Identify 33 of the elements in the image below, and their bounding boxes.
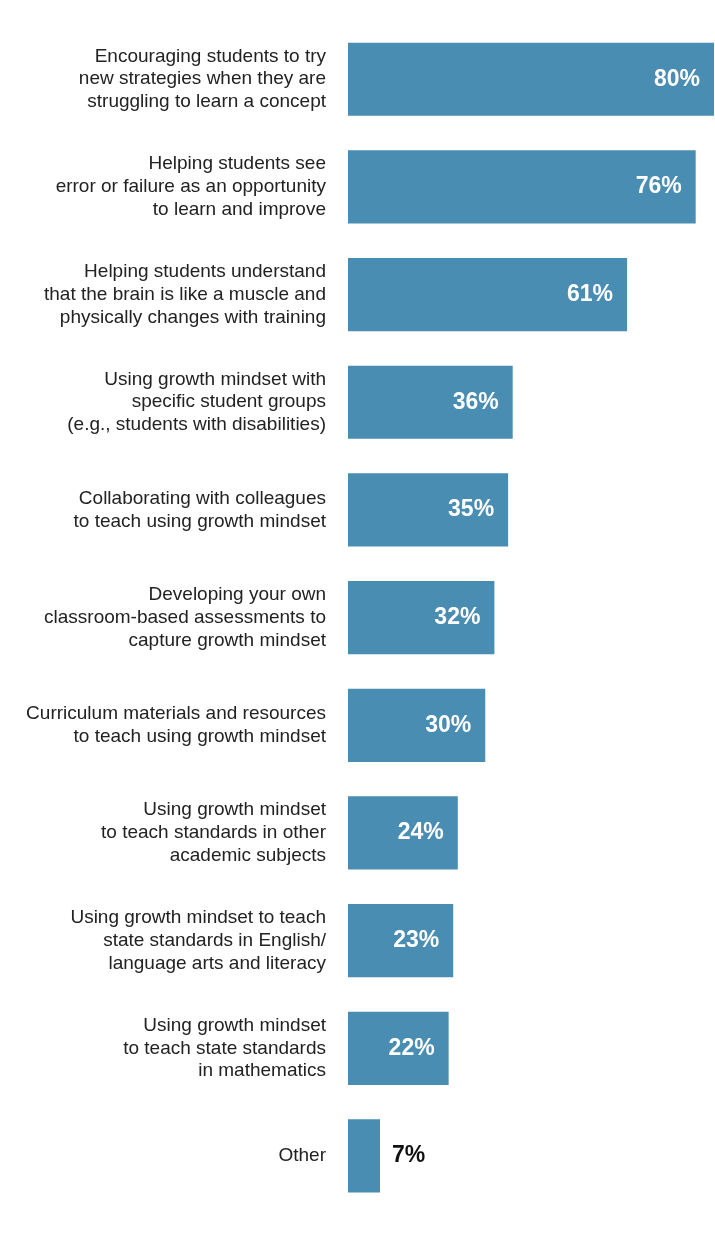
data-label: 61% — [567, 279, 614, 306]
data-label: 80% — [653, 64, 700, 91]
bar — [348, 473, 509, 547]
data-label: 36% — [452, 387, 499, 414]
bar — [348, 796, 458, 870]
data-label: 32% — [434, 602, 481, 629]
data-label: 76% — [635, 172, 682, 199]
y-tick-label: Developing your own classroom-based assessments to capture growth mindset — [44, 583, 327, 650]
y-tick-label: Using growth mindset to teach state standards in mathematics — [123, 1013, 327, 1081]
y-tick-label: Collaborating with colleagues to teach using growth mindset — [73, 486, 327, 531]
bar — [348, 1119, 381, 1193]
bar — [348, 904, 454, 978]
data-label: 22% — [388, 1033, 435, 1060]
bar — [348, 580, 495, 655]
y-tick-label: Other — [278, 1144, 327, 1166]
y-tick-label: Helping students see error or failure as an opportunity to learn and improve — [55, 152, 327, 219]
bar — [348, 1011, 449, 1085]
bar — [348, 365, 513, 439]
data-label: 7% — [392, 1141, 426, 1168]
bar — [348, 42, 714, 116]
bar — [348, 688, 486, 762]
y-tick-label: Using growth mindset with specific student groups (e.g., students with disabilities) — [67, 367, 326, 435]
data-label: 23% — [393, 925, 440, 952]
y-tick-label: Curriculum materials and resources to teach using growth mindset — [26, 702, 327, 746]
y-tick-label: Encouraging students to try new strategies when they are struggling to learn a concept — [78, 44, 327, 112]
y-tick-label: Helping students understand that the brain is like a muscle and physically changes with training — [44, 260, 326, 327]
y-tick-label: Using growth mindset to teach standards in other academic subjects — [101, 798, 327, 865]
data-label: 35% — [448, 495, 495, 522]
y-tick-label: Using growth mindset to teach state standards in English/ language arts and literacy — [70, 906, 327, 973]
bar — [348, 150, 696, 224]
bar — [348, 257, 628, 332]
data-label: 24% — [397, 818, 444, 845]
data-label: 30% — [425, 710, 472, 737]
